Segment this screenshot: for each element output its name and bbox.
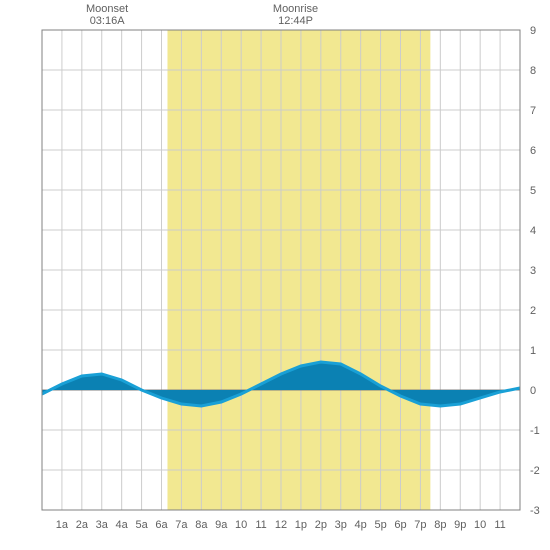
y-tick-label: 7 bbox=[530, 105, 536, 117]
y-tick-label: 4 bbox=[530, 225, 536, 237]
x-tick-label: 3p bbox=[335, 519, 347, 531]
y-tick-label: 1 bbox=[530, 345, 536, 357]
y-tick-label: 0 bbox=[530, 385, 536, 397]
x-tick-label: 10 bbox=[474, 519, 486, 531]
x-tick-label: 6p bbox=[394, 519, 406, 531]
y-tick-label: 9 bbox=[530, 25, 536, 37]
x-tick-label: 4p bbox=[355, 519, 367, 531]
y-tick-label: 5 bbox=[530, 185, 536, 197]
x-tick-label: 6a bbox=[155, 519, 168, 531]
x-tick-label: 10 bbox=[235, 519, 247, 531]
x-tick-label: 3a bbox=[96, 519, 109, 531]
x-tick-label: 11 bbox=[255, 519, 266, 531]
y-tick-label: 6 bbox=[530, 145, 536, 157]
y-tick-label: -2 bbox=[530, 465, 540, 477]
x-tick-label: 9p bbox=[454, 519, 466, 531]
y-tick-label: -3 bbox=[530, 505, 540, 517]
moonset-time: 03:16A bbox=[90, 15, 126, 27]
chart-svg: -3-2-101234567891a2a3a4a5a6a7a8a9a101112… bbox=[0, 0, 550, 550]
x-tick-label: 4a bbox=[116, 519, 129, 531]
y-tick-label: 3 bbox=[530, 265, 536, 277]
x-tick-label: 8p bbox=[434, 519, 446, 531]
y-tick-label: 8 bbox=[530, 65, 536, 77]
x-tick-label: 5p bbox=[374, 519, 386, 531]
x-tick-label: 1p bbox=[295, 519, 307, 531]
x-tick-label: 5a bbox=[135, 519, 148, 531]
moonrise-time: 12:44P bbox=[278, 15, 313, 27]
x-tick-label: 12 bbox=[275, 519, 287, 531]
x-tick-label: 2a bbox=[76, 519, 89, 531]
x-tick-label: 8a bbox=[195, 519, 208, 531]
y-tick-label: -1 bbox=[530, 425, 540, 437]
x-tick-label: 7a bbox=[175, 519, 188, 531]
x-tick-label: 1a bbox=[56, 519, 69, 531]
x-tick-label: 11 bbox=[494, 519, 505, 531]
x-tick-label: 9a bbox=[215, 519, 228, 531]
tide-chart: -3-2-101234567891a2a3a4a5a6a7a8a9a101112… bbox=[0, 0, 550, 550]
moonset-label: Moonset bbox=[86, 3, 128, 15]
moonrise-label: Moonrise bbox=[273, 3, 318, 15]
y-tick-label: 2 bbox=[530, 305, 536, 317]
x-tick-label: 7p bbox=[414, 519, 426, 531]
x-tick-label: 2p bbox=[315, 519, 327, 531]
